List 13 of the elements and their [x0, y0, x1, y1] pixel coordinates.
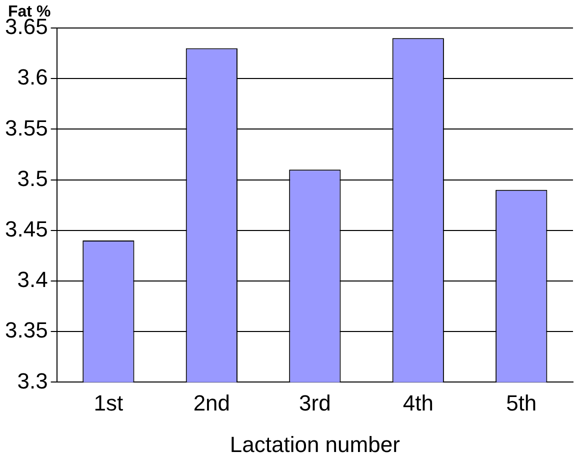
x-tick-label: 1st [94, 390, 124, 416]
x-axis-title: Lactation number [230, 432, 400, 457]
y-tick-label: 3.45 [4, 216, 48, 242]
x-tick-label: 4th [402, 390, 434, 416]
y-tick-label: 3.35 [4, 318, 48, 343]
x-tick-label: 2nd [193, 390, 230, 416]
x-tick-label: 5th [506, 390, 537, 416]
y-tick-label: 3.3 [17, 368, 48, 394]
y-tick-label: 3.6 [17, 64, 48, 90]
y-tick-label: 3.4 [17, 267, 48, 292]
y-tick-label: 3.55 [4, 115, 48, 140]
x-tick-label: 3rd [299, 390, 331, 416]
y-tick-label: 3.5 [17, 166, 48, 191]
